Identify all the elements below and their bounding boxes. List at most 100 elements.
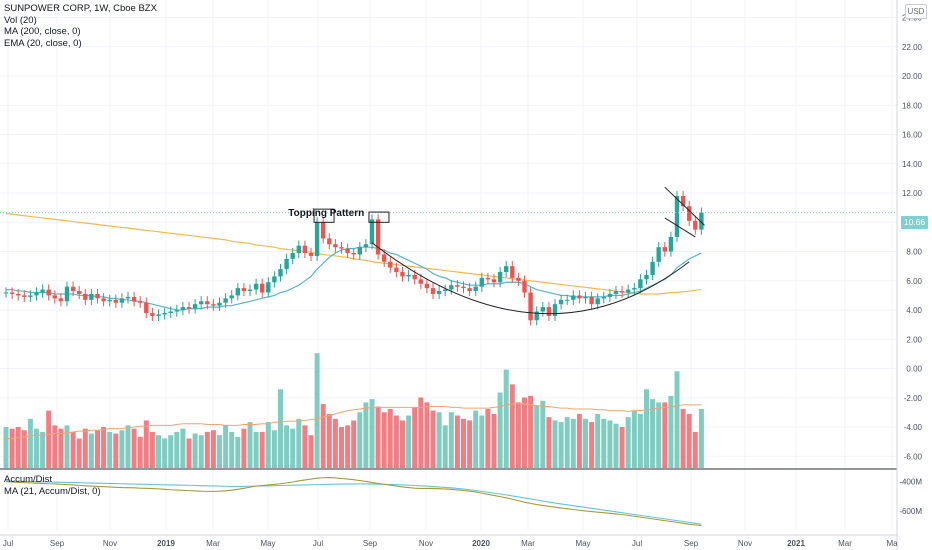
volume-bar [400,420,405,468]
volume-bar [497,392,503,468]
candle-body [473,286,478,292]
volume-bar [332,418,338,468]
volume-bar [528,395,534,468]
oscillator-legend: Accum/Dist MA (21, Accum/Dist, 0) [4,474,101,497]
candle-body [528,292,533,321]
volume-bar [125,425,131,468]
volume-bar [320,404,326,468]
candle-body [131,296,137,302]
volume-bar [308,435,314,468]
accum-ma-legend[interactable]: MA (21, Accum/Dist, 0) [4,485,101,497]
candle-body [9,292,15,294]
volume-bar [473,410,479,468]
candle-body [46,289,51,296]
accum-line [5,477,702,527]
time-tick-label: Jul [632,539,642,548]
volume-bar [442,425,448,468]
candle-body [363,244,369,248]
candle-body [406,274,411,277]
candle-body [455,285,460,287]
time-tick-label: Sep [684,539,699,548]
volume-bar [296,418,302,468]
candle-body [375,219,381,255]
time-tick-label: Sep [50,539,65,548]
accum-legend[interactable]: Accum/Dist [4,474,53,485]
flag-line-bottom [664,217,696,238]
candle-body [449,285,454,290]
ema-legend[interactable]: EMA (20, close, 0) [4,37,82,49]
volume-bar [674,371,680,468]
volume-bar [430,410,436,468]
currency-button[interactable]: USD [905,4,927,19]
candle-body [687,206,692,221]
volume-bar [9,428,15,468]
volume-bar [503,369,509,468]
vol-legend[interactable]: Vol (20) [4,14,37,26]
volume-bar [70,431,76,468]
volume-bar [467,420,473,468]
volume-bar [668,395,674,468]
time-tick-label: Nov [738,539,752,548]
volume-bar [509,384,515,468]
candle-body [540,307,545,312]
time-tick-label: Ma [886,539,898,548]
flag-line-top [664,186,705,226]
candle-body [162,312,167,315]
candle-body [284,258,289,270]
candle-body [308,253,314,256]
price-tick-label: 12.00 [902,189,923,198]
price-tick-label: 18.00 [902,101,923,110]
volume-bar [540,400,546,468]
candle-body [626,289,631,293]
volume-bar [210,430,216,468]
candle-body [113,299,118,303]
volume-bar [406,415,412,468]
volume-bar [656,402,662,468]
volume-bar [58,428,64,468]
candle-body [601,296,606,299]
candle-body [70,286,76,292]
volume-bar [149,431,155,468]
ma-legend[interactable]: MA (200, close, 0) [4,26,81,37]
time-tick-label: Mar [521,539,535,548]
volume-bar [217,435,222,468]
candle-body [272,276,277,283]
volume-bar [345,425,351,468]
candle-body [314,222,320,256]
candle-body [217,302,222,306]
volume-bar [314,353,320,468]
volume-bar [143,420,149,468]
volume-bar [686,413,692,468]
candle-body [577,295,582,299]
candle-body [260,283,265,293]
volume-bar [119,430,125,468]
candle-body [412,274,417,280]
volume-bar [363,402,369,468]
candle-body [266,282,271,293]
price-tick-label: 16.00 [902,131,923,140]
price-tick-label: 4.00 [906,306,922,315]
candle-body [107,299,112,302]
volume-bar [34,428,39,468]
candle-body [644,274,649,280]
time-tick-label: Nov [419,539,433,548]
symbol-title[interactable]: SUNPOWER CORP, 1W, Cboe BZX [4,3,157,14]
volume-bar [326,413,332,468]
candle-body [168,311,173,313]
volume-bar [271,430,277,468]
candle-body [302,245,308,254]
last-price-tag: 10.66 [901,216,928,229]
candle-body [394,267,399,273]
volume-bar [101,427,107,468]
volume-bar [552,420,558,468]
candle-body [138,301,143,303]
candle-body [504,266,509,273]
candle-body [199,301,204,305]
candle-body [461,286,466,289]
volume-bar [113,433,119,468]
candle-body [156,314,161,316]
volume-bar [339,427,344,468]
volume-bar [485,408,491,468]
topping-pattern-label: Topping Pattern [288,208,364,219]
